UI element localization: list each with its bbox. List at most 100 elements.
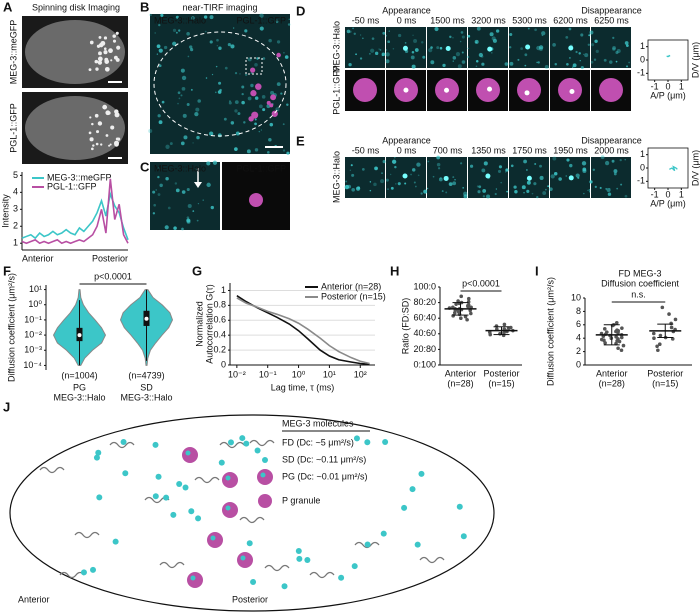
micrograph [345,157,385,198]
speckle [196,219,199,222]
region-label: Posterior [232,594,268,604]
sd-molecule [409,486,416,493]
y-tick-label: 1 [640,149,645,159]
data-point [673,317,678,322]
y-tick-label: 0 [221,359,226,369]
speckle [378,48,380,50]
speckle [260,129,263,131]
speckle [593,58,597,61]
legend-entry: PG (Dc: ~0.01 μm²/s) [282,471,367,481]
speckle [550,174,555,179]
y-tick-label: 4 [576,333,581,343]
speckle [181,75,187,81]
micrograph [591,157,631,198]
speckle [594,185,597,189]
x-axis-label: A/P (μm) [650,198,686,208]
sd-molecule [112,538,119,545]
sd-molecule [80,569,87,576]
speckle [282,149,286,152]
speckle [159,183,163,188]
speckle [209,40,213,44]
speckle [526,180,531,185]
sd-molecule [120,438,127,445]
x-label: Posterior [92,253,128,263]
granule [109,143,112,146]
speckle [189,45,193,49]
speckle [182,113,187,118]
x-label: Anterior [22,253,54,263]
fd-molecule [59,571,85,579]
data-point [651,331,656,336]
speckle [382,160,386,164]
speckle [565,175,567,177]
pg-molecule [240,555,246,561]
line-series [236,294,370,366]
speckle [180,141,185,146]
data-point [620,326,624,330]
time-label: 1500 ms [430,15,465,25]
x-tick-label: Posterior [483,368,519,378]
fd-molecule [39,466,65,474]
speckle [353,32,356,35]
speckle [478,52,483,58]
speckle [495,188,498,190]
speckle [234,109,238,113]
speckle [542,191,547,195]
speckle [615,50,619,55]
speckle [615,60,618,63]
speckle [558,177,562,181]
speckle [454,179,456,181]
speckle [457,64,462,69]
sd-molecule [176,481,183,488]
speckle [509,46,512,49]
speckle [175,188,180,193]
y-axis-label: D/V (μm) [690,42,700,78]
speckle [205,77,208,79]
sd-molecule [182,484,189,491]
speckle [397,182,401,186]
speckle [149,13,152,17]
speckle [524,64,527,67]
y-tick-label: 10⁰ [28,299,42,309]
speckle [410,55,415,60]
speckle [572,63,577,68]
speckle [268,138,272,142]
row-label: MEG-3::Halo [331,21,341,73]
speckle [527,27,530,30]
granule [104,59,110,64]
speckle [172,41,177,46]
p-granule [182,447,198,463]
time-label: 1350 ms [471,145,506,155]
granule [89,40,94,45]
speckle [243,121,246,124]
speckle [609,188,611,190]
speckle [603,58,607,62]
speckle [441,190,444,193]
p-granule-key [258,494,272,508]
speckle [259,26,264,31]
speckle [595,49,599,53]
speckle [172,28,177,32]
speckle [191,16,195,20]
speckle [359,57,363,60]
speckle [422,55,426,59]
p-granule [237,552,253,568]
speckle [462,187,465,189]
speckle [211,73,214,76]
legend-entry: FD (Dc: ~5 μm²/s) [282,437,354,447]
data-point [488,332,493,337]
track [669,165,678,172]
speckle [483,161,488,166]
speckle [254,148,259,152]
speckle [460,162,463,165]
speckle [580,65,584,70]
speckle [157,114,161,118]
speckle [258,104,263,109]
molecule [485,173,491,179]
pg-molecule [210,535,216,541]
time-label: 0 ms [397,145,417,155]
speckle [415,185,417,188]
time-label: -50 ms [352,15,380,25]
speckle [165,144,170,149]
speckle [591,43,595,47]
